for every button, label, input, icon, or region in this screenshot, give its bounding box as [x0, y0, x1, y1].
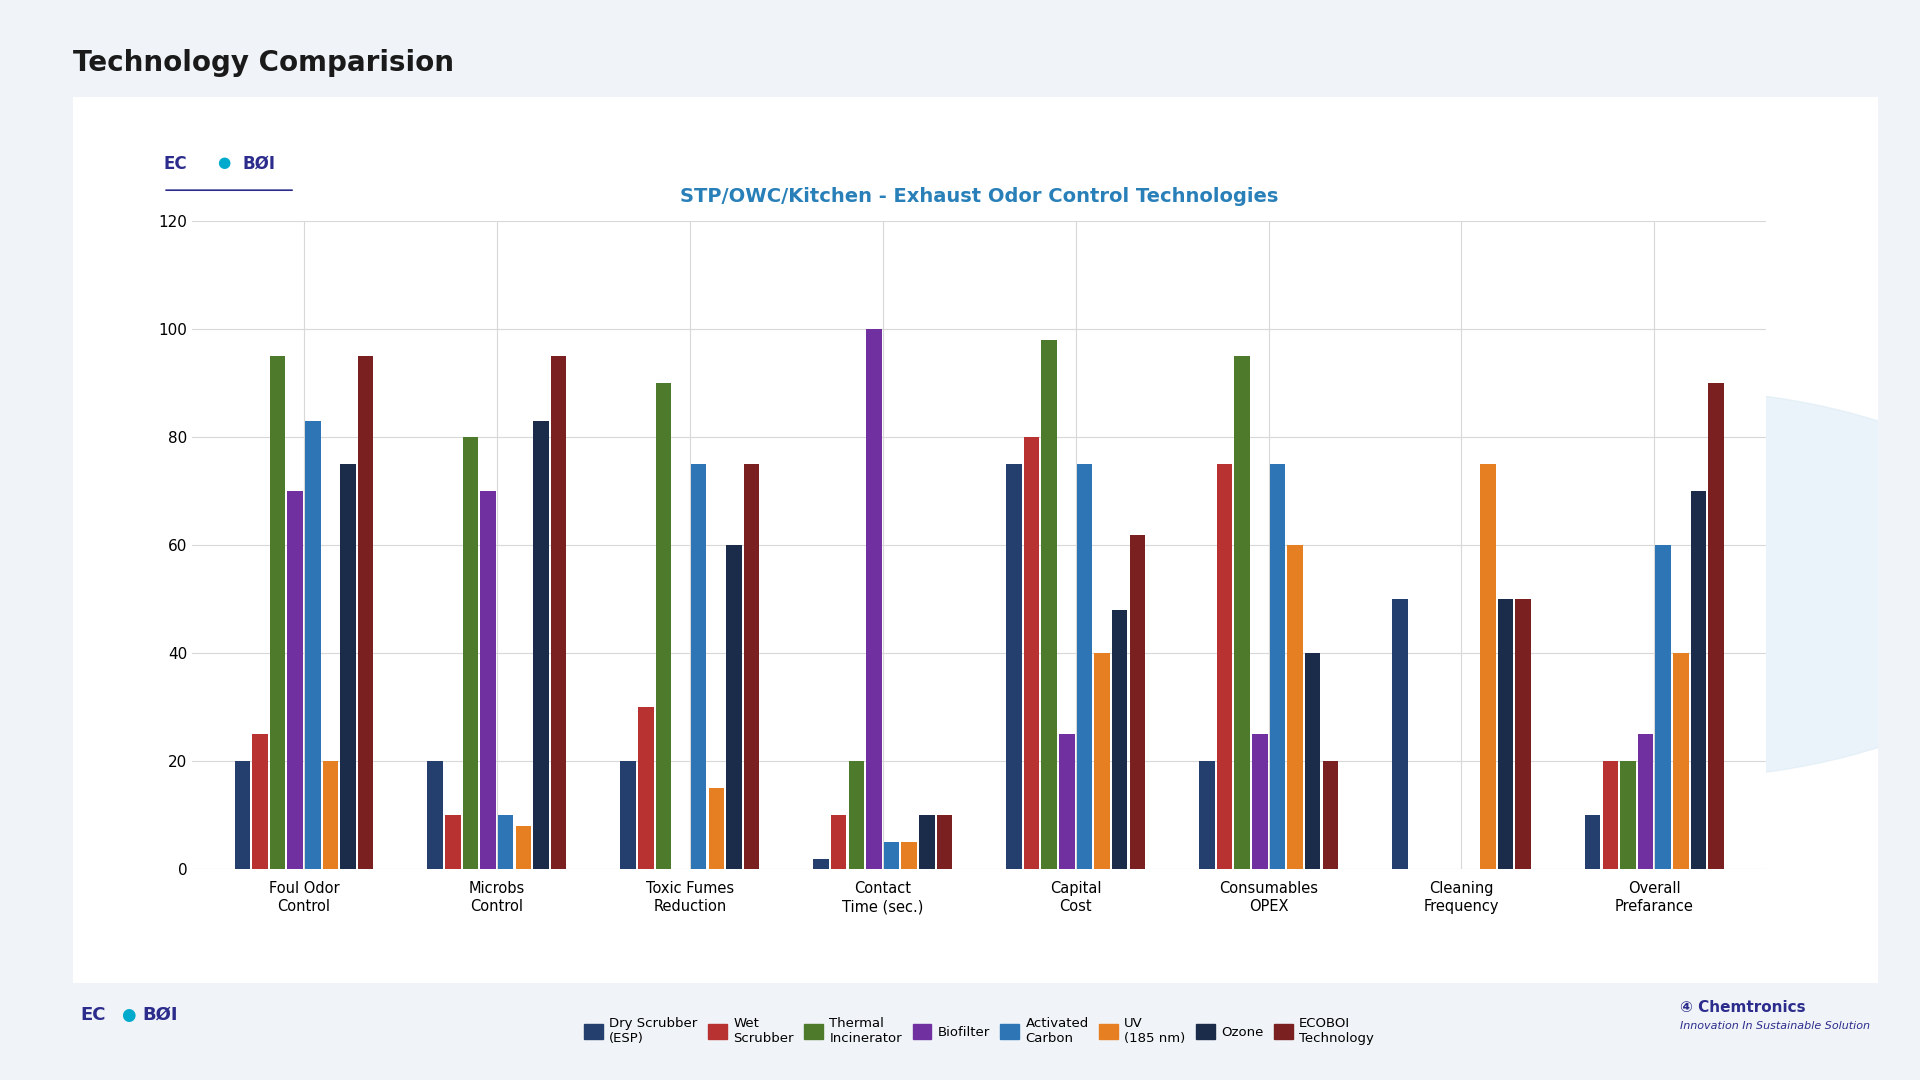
Bar: [1077, 464, 1092, 869]
Bar: [637, 707, 653, 869]
Bar: [655, 383, 672, 869]
Text: ●: ●: [217, 154, 230, 170]
Text: BØI: BØI: [142, 1005, 177, 1024]
Text: BØI: BØI: [242, 154, 276, 173]
Bar: [271, 356, 286, 869]
Bar: [1498, 599, 1513, 869]
Bar: [814, 859, 829, 869]
Text: EC: EC: [81, 1005, 106, 1024]
Bar: [1709, 383, 1724, 869]
Text: Technology Comparision: Technology Comparision: [73, 49, 453, 77]
Bar: [551, 356, 566, 869]
Bar: [849, 761, 864, 869]
Bar: [1692, 491, 1707, 869]
Bar: [497, 815, 513, 869]
Bar: [463, 437, 478, 869]
Bar: [1200, 761, 1215, 869]
Bar: [252, 734, 267, 869]
Bar: [445, 815, 461, 869]
Bar: [1584, 815, 1601, 869]
FancyBboxPatch shape: [50, 85, 1901, 995]
Bar: [288, 491, 303, 869]
Bar: [1235, 356, 1250, 869]
Bar: [937, 815, 952, 869]
Bar: [1252, 734, 1267, 869]
Text: Innovation In Sustainable Solution: Innovation In Sustainable Solution: [1680, 1022, 1870, 1031]
Bar: [1480, 464, 1496, 869]
Bar: [1060, 734, 1075, 869]
Bar: [516, 826, 532, 869]
Bar: [743, 464, 758, 869]
Title: STP/OWC/Kitchen - Exhaust Odor Control Technologies: STP/OWC/Kitchen - Exhaust Odor Control T…: [680, 187, 1279, 206]
Text: ●: ●: [121, 1005, 136, 1024]
Bar: [1655, 545, 1670, 869]
Bar: [1006, 464, 1021, 869]
Text: EC: EC: [163, 154, 186, 173]
Bar: [920, 815, 935, 869]
Bar: [620, 761, 636, 869]
Bar: [1306, 653, 1321, 869]
Bar: [1217, 464, 1233, 869]
Bar: [1672, 653, 1688, 869]
Bar: [1392, 599, 1407, 869]
Bar: [1638, 734, 1653, 869]
Bar: [1515, 599, 1530, 869]
Bar: [234, 761, 250, 869]
Bar: [323, 761, 338, 869]
Bar: [708, 788, 724, 869]
Bar: [1269, 464, 1284, 869]
Bar: [357, 356, 374, 869]
Bar: [831, 815, 847, 869]
Bar: [305, 421, 321, 869]
Bar: [340, 464, 355, 869]
Bar: [726, 545, 741, 869]
Bar: [866, 329, 881, 869]
Bar: [1603, 761, 1619, 869]
Circle shape: [1263, 390, 1920, 779]
Bar: [1112, 610, 1127, 869]
Bar: [900, 842, 918, 869]
Bar: [1094, 653, 1110, 869]
Bar: [534, 421, 549, 869]
Bar: [480, 491, 495, 869]
Bar: [1620, 761, 1636, 869]
Bar: [1323, 761, 1338, 869]
Bar: [1129, 535, 1144, 869]
Bar: [428, 761, 444, 869]
Bar: [1041, 340, 1058, 869]
Bar: [691, 464, 707, 869]
Text: ④ Chemtronics: ④ Chemtronics: [1680, 1000, 1805, 1015]
Bar: [1286, 545, 1304, 869]
Legend: Dry Scrubber
(ESP), Wet
Scrubber, Thermal
Incinerator, Biofilter, Activated
Carb: Dry Scrubber (ESP), Wet Scrubber, Therma…: [580, 1012, 1379, 1051]
Bar: [883, 842, 899, 869]
Bar: [1023, 437, 1039, 869]
